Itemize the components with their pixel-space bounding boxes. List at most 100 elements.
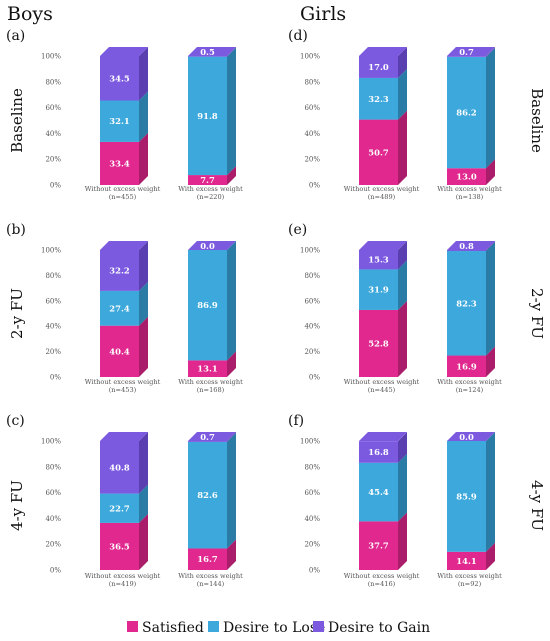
bar-segment-side [139, 513, 148, 570]
value-label: 16.9 [456, 361, 477, 371]
bar-segment-satisfied [100, 141, 139, 185]
y-tick-label: 60% [45, 489, 61, 497]
bar-group: 16.7 82.6 0.7 [188, 432, 236, 570]
bar-segment-side [486, 432, 495, 552]
bar-segment-side [227, 47, 236, 57]
legend-entry-desire-to-lose: Desire to Lose [208, 620, 325, 636]
bar-segment-side [398, 453, 407, 522]
bar-group: 50.7 32.3 17.0 [359, 47, 407, 185]
row-label: 4-y FU [8, 480, 26, 531]
bar-group: 13.0 86.2 0.7 [447, 47, 495, 185]
category-n-label: (n=124) [456, 386, 484, 394]
value-label: 50.7 [368, 147, 389, 157]
category-label: With excess weight [178, 572, 243, 580]
y-tick-label: 0% [309, 182, 320, 190]
value-label: 40.8 [109, 462, 130, 472]
bar-group: 40.4 27.4 32.2 [100, 241, 148, 377]
bar-segment-side [227, 432, 236, 549]
value-label: 0.7 [459, 47, 474, 57]
category-label: Without excess weight [344, 378, 420, 386]
bar-top [447, 47, 495, 56]
value-label: 36.5 [109, 541, 130, 551]
panel-label: (a) [6, 28, 25, 44]
bar-segment-side [139, 316, 148, 377]
panel-a: (a) Baseline 0% 20% 40% 60% 80% 100% 33.4 32.1 34.… [6, 28, 243, 201]
y-tick-label: 60% [304, 297, 320, 305]
category-n-label: (n=144) [197, 580, 225, 588]
y-tick-label: 0% [309, 567, 320, 575]
bar-segment-side [139, 47, 148, 101]
bar-top [100, 47, 148, 56]
y-tick-label: 20% [304, 348, 320, 356]
bar-segment-satisfied [188, 360, 227, 377]
category-label: Without excess weight [85, 378, 161, 386]
bar-top [100, 432, 148, 441]
legend-swatch [313, 621, 324, 632]
bar-segment-desire-to-gain [359, 441, 398, 463]
bar-segment-satisfied [447, 355, 486, 377]
value-label: 37.7 [368, 541, 389, 551]
bar-segment-desire-to-lose [359, 269, 398, 310]
value-label: 15.3 [368, 255, 389, 265]
bar-group: 7.7 91.8 0.5 [188, 47, 236, 185]
bar-segment-side [398, 110, 407, 185]
bar-segment-satisfied [188, 548, 227, 570]
bar-top [188, 47, 236, 56]
value-label: 0.7 [200, 432, 215, 442]
bar-segment-satisfied [188, 175, 227, 185]
bar-segment-desire-to-lose [188, 441, 227, 549]
bar-segment-desire-to-lose [447, 251, 486, 356]
bar-top [100, 241, 148, 250]
y-tick-label: 20% [304, 541, 320, 549]
bar-top [188, 432, 236, 441]
y-tick-label: 0% [50, 374, 61, 382]
value-label: 13.1 [197, 364, 217, 374]
y-tick-label: 100% [300, 53, 320, 61]
bar-segment-side [398, 241, 407, 270]
bar-top [359, 241, 407, 250]
panel-label: (b) [6, 222, 26, 238]
value-label: 0.5 [200, 47, 215, 57]
bar-segment-side [398, 432, 407, 463]
category-n-label: (n=138) [456, 193, 484, 201]
bar-group: 33.4 32.1 34.5 [100, 47, 148, 185]
value-label: 86.2 [456, 108, 477, 118]
bar-segment-satisfied [100, 522, 139, 570]
category-label: With excess weight [178, 185, 243, 193]
category-label: With excess weight [437, 378, 502, 386]
bar-segment-side [486, 159, 495, 185]
bar-segment-side [139, 91, 148, 142]
bar-segment-side [486, 241, 495, 252]
bar-segment-side [486, 346, 495, 377]
bar-segment-desire-to-gain [188, 441, 227, 442]
category-label: Without excess weight [344, 572, 420, 580]
value-label: 32.1 [109, 116, 129, 126]
bar-group: 16.9 82.3 0.8 [447, 241, 495, 377]
bar-segment-side [139, 132, 148, 185]
bar-top [447, 432, 495, 441]
y-tick-label: 60% [45, 104, 61, 112]
y-tick-label: 20% [304, 156, 320, 164]
bar-segment-side [227, 241, 236, 361]
bar-segment-side [227, 539, 236, 570]
bar-segment-desire-to-lose [100, 290, 139, 326]
bar-segment-desire-to-lose [359, 462, 398, 522]
value-label: 85.9 [456, 491, 477, 501]
row-label: Baseline [8, 88, 26, 153]
row-label: 4-y FU [528, 480, 546, 531]
value-label: 86.9 [197, 300, 218, 310]
bar-segment-desire-to-lose [188, 250, 227, 361]
value-label: 40.4 [109, 346, 130, 356]
bar-segment-desire-to-lose [359, 77, 398, 120]
value-label: 32.3 [368, 94, 389, 104]
y-tick-label: 80% [45, 78, 61, 86]
y-tick-label: 60% [304, 104, 320, 112]
bar-group: 14.1 85.9 0.0 [447, 432, 495, 570]
y-tick-label: 40% [45, 130, 61, 138]
bar-group: 52.8 31.9 15.3 [359, 241, 407, 377]
bar-segment-side [139, 484, 148, 523]
bar-segment-side [486, 542, 495, 570]
y-tick-label: 0% [50, 182, 61, 190]
bar-group: 37.7 45.4 16.8 [359, 432, 407, 570]
y-tick-label: 100% [41, 438, 61, 446]
